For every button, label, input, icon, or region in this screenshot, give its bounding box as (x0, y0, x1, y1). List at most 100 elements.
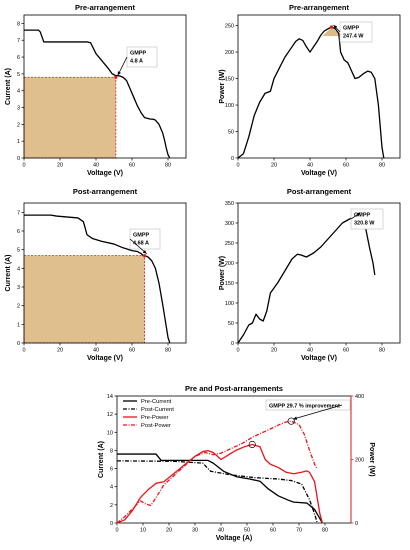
y-tick-label: 4 (17, 89, 20, 95)
x-tick-label: 40 (93, 163, 99, 169)
y-tick-label: 150 (225, 77, 234, 83)
x-tick-label: 0 (22, 163, 25, 169)
x-tick-label: 0 (22, 348, 25, 354)
x-tick-label: 40 (307, 163, 313, 169)
mpp-marker (248, 440, 256, 449)
x-tick-label: 40 (307, 348, 313, 354)
y-tick-label: 50 (228, 321, 234, 327)
y-axis-label: Current (A) (98, 441, 105, 478)
chart-title: Pre-arrangement (289, 3, 350, 12)
x-tick-label: 60 (129, 163, 135, 169)
chart-panel-5 (114, 395, 354, 526)
legend-label: Post-Power (141, 423, 171, 429)
x-tick-label: 60 (343, 163, 349, 169)
mpp-power-area (23, 76, 117, 159)
y-tick-label: 3 (17, 106, 20, 112)
y-tick-label: 6 (17, 229, 20, 235)
y-tick-label: 5 (17, 72, 20, 78)
annotation-text: 320.8 W (354, 221, 375, 227)
y-tick-label: 0 (231, 341, 234, 347)
x-tick-label: 80 (322, 528, 328, 534)
y-tick-label: 250 (225, 24, 234, 30)
y-tick-label: 0 (17, 156, 20, 162)
annotation-arrowhead (293, 416, 298, 420)
annotation-box (265, 399, 351, 411)
annotation-text: GMPP 29.7 % improvement (269, 404, 340, 410)
mpp-point (330, 25, 334, 29)
y-tick-label: 100 (225, 301, 234, 307)
y-right-tick-label: 0 (355, 521, 358, 527)
series-pre-current (117, 453, 323, 524)
y-tick-label: 8 (110, 448, 113, 454)
y-tick-label: 14 (107, 394, 113, 400)
series-line (237, 214, 376, 344)
y-right-axis-label: Power (W) (368, 442, 375, 476)
chart-title: Pre and Post-arrangements (185, 384, 283, 393)
x-tick-label: 20 (166, 528, 172, 534)
annotation-arrow (293, 404, 343, 420)
chart-panel-1 (21, 14, 187, 161)
mpp-marker (287, 417, 295, 425)
y-tick-label: 4 (17, 266, 20, 272)
y-tick-label: 5 (17, 248, 20, 254)
x-tick-label: 60 (129, 348, 135, 354)
x-tick-label: 50 (244, 528, 250, 534)
mpp-point (114, 75, 118, 79)
series-line (237, 26, 385, 159)
plot-frame (23, 202, 187, 344)
y-tick-label: 3 (17, 285, 20, 291)
y-tick-label: 200 (225, 261, 234, 267)
x-tick-label: 20 (57, 348, 63, 354)
annotation-text: 4.68 A (133, 241, 149, 247)
plot-frame (23, 14, 187, 159)
y-tick-label: 0 (110, 521, 113, 527)
y-tick-label: 6 (110, 467, 113, 473)
y-tick-label: 0 (231, 156, 234, 162)
y-tick-label: 2 (17, 122, 20, 128)
y-tick-label: 12 (107, 412, 113, 418)
series-line (24, 214, 171, 344)
chart-title: Post-arrangement (73, 187, 138, 196)
y-tick-label: 50 (228, 130, 234, 136)
x-axis-label: Voltage (V) (301, 355, 337, 362)
legend-label: Post-Current (141, 407, 174, 413)
series-pre-power (116, 443, 324, 524)
chart-panel-4 (235, 202, 401, 346)
x-tick-label: 10 (140, 528, 146, 534)
y-tick-label: 8 (17, 21, 20, 27)
annotation-arrowhead (117, 71, 121, 76)
y-axis-label: Power (W) (219, 69, 226, 103)
x-tick-label: 40 (93, 348, 99, 354)
x-tick-label: 80 (165, 163, 171, 169)
y-tick-label: 250 (225, 241, 234, 247)
y-tick-label: 10 (107, 430, 113, 436)
y-tick-label: 1 (17, 139, 20, 145)
x-tick-label: 20 (57, 163, 63, 169)
annotation-text: 247.4 W (343, 34, 364, 40)
x-tick-label: 40 (218, 528, 224, 534)
x-tick-label: 60 (270, 528, 276, 534)
y-tick-label: 2 (110, 503, 113, 509)
x-tick-label: 30 (192, 528, 198, 534)
y-tick-label: 100 (225, 103, 234, 109)
x-tick-label: 20 (271, 163, 277, 169)
annotation-arrowhead (333, 24, 338, 29)
y-tick-label: 6 (17, 55, 20, 61)
y-tick-label: 0 (17, 341, 20, 347)
x-tick-label: 80 (165, 348, 171, 354)
x-tick-label: 0 (236, 348, 239, 354)
y-right-tick-label: 400 (355, 394, 364, 400)
annotation-text: GMPP (354, 213, 371, 219)
x-tick-label: 70 (296, 528, 302, 534)
y-tick-label: 150 (225, 281, 234, 287)
chart-title: Pre-arrangement (75, 3, 136, 12)
x-tick-label: 0 (115, 528, 118, 534)
y-axis-label: Current (A) (5, 68, 12, 105)
annotation-text: GMPP (343, 26, 360, 32)
annotation-arrow (129, 238, 147, 254)
y-tick-label: 1 (17, 322, 20, 328)
annotation-text: GMPP (133, 233, 150, 239)
annotation-arrowhead (142, 249, 147, 254)
x-axis-label: Voltage (V) (301, 170, 337, 177)
y-axis-label: Current (A) (5, 255, 12, 292)
